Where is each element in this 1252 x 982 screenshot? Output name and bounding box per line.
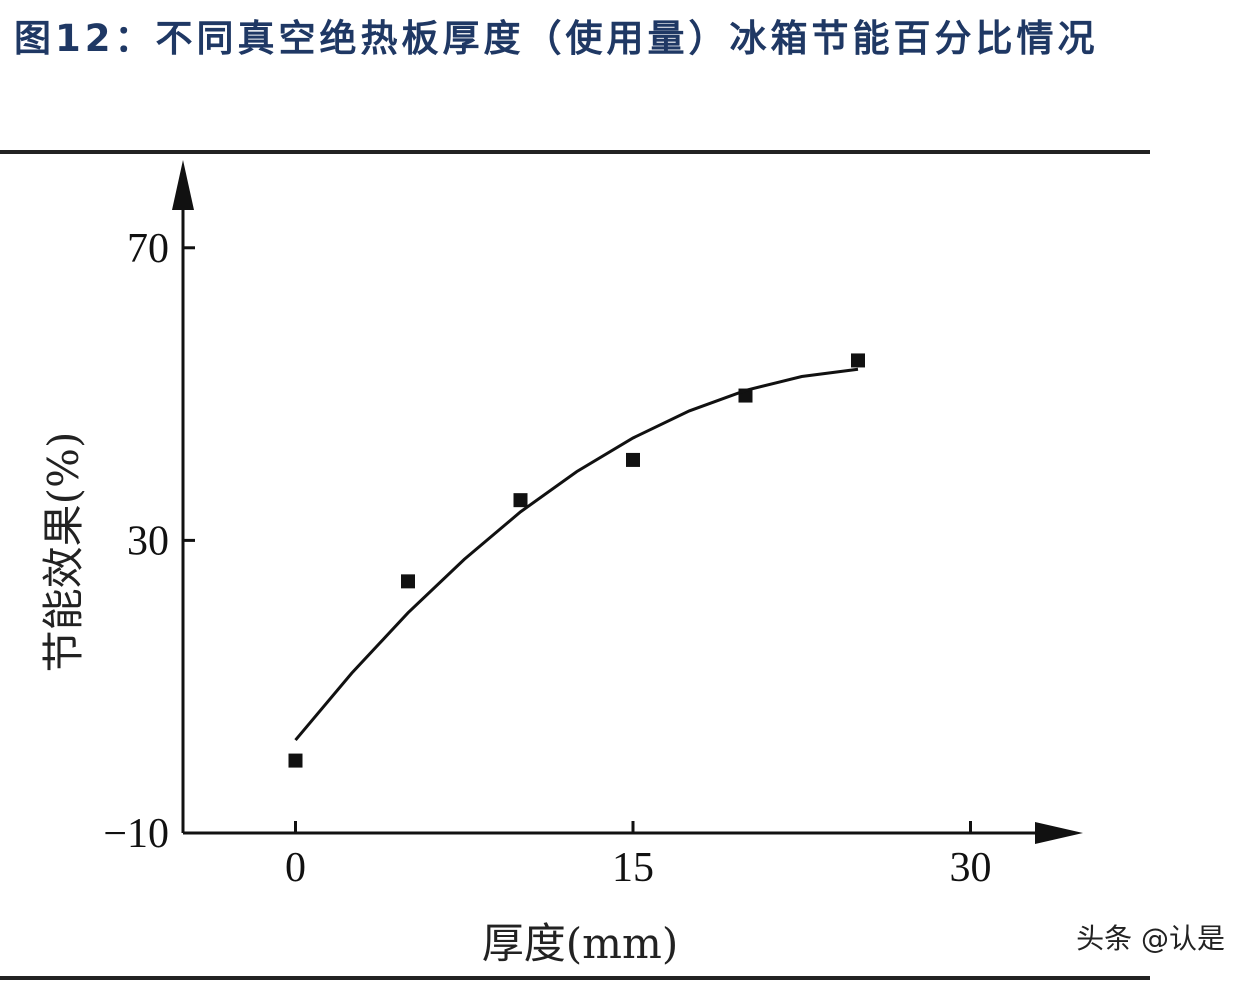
- x-tick-label: 0: [285, 845, 306, 891]
- data-point: [851, 353, 865, 368]
- data-point: [513, 493, 528, 508]
- x-axis-title: 厚度(mm): [482, 919, 678, 968]
- fit-curve: [294, 367, 859, 742]
- y-axis-title: 节能效果(%): [39, 432, 88, 673]
- y-arrow: [172, 160, 194, 210]
- watermark: 头条 @认是: [1076, 922, 1225, 955]
- chart-title: 图12：不同真空绝热板厚度（使用量）冰箱节能百分比情况: [14, 17, 1099, 60]
- y-tick-label: −10: [103, 811, 169, 857]
- data-point: [288, 753, 303, 768]
- x-arrow: [1035, 822, 1083, 844]
- data-point: [401, 574, 415, 589]
- data-point: [626, 452, 640, 467]
- x-tick-label: 15: [612, 845, 654, 891]
- x-tick-label: 30: [950, 845, 992, 891]
- y-tick-label: 30: [127, 518, 169, 564]
- y-tick-label: 70: [127, 226, 169, 272]
